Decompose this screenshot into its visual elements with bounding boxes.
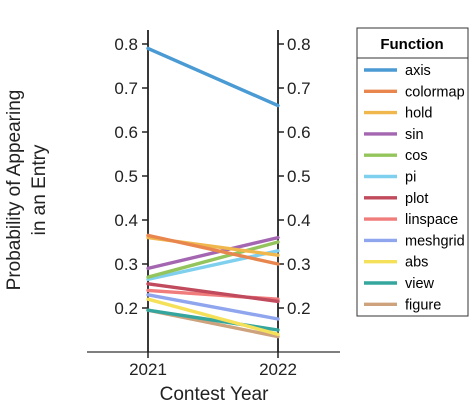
series-lines: [146, 46, 280, 339]
legend-label: pi: [405, 170, 416, 186]
left-ytick-label: 0.6: [114, 123, 138, 142]
legend-label: sin: [405, 127, 424, 143]
legend-item-sin: sin: [364, 127, 424, 143]
legend-item-figure: figure: [364, 297, 441, 313]
legend-label: cos: [405, 148, 428, 164]
legend-label: colormap: [405, 84, 465, 100]
legend-title: Function: [380, 36, 443, 53]
legend-label: axis: [405, 63, 431, 79]
x-axis-label: Contest Year: [160, 384, 269, 405]
legend-item-plot: plot: [364, 191, 428, 207]
series-line-axis: [146, 46, 280, 108]
legend-item-colormap: colormap: [364, 84, 465, 100]
legend-item-cos: cos: [364, 148, 428, 164]
legend-item-view: view: [364, 276, 435, 292]
axes: 0.2 0.2 0.3 0.3 0.4 0.4 0.5 0.5 0.6 0.6 0.7 0.7 0.8 0…: [87, 30, 340, 379]
legend-label: linspace: [405, 212, 458, 228]
series-line-view: [146, 308, 280, 332]
series-line-cos: [146, 240, 280, 279]
left-ytick-label: 0.5: [114, 167, 138, 186]
left-ytick-label: 0.8: [114, 35, 138, 54]
legend: Function axis colormap hold sin cos pi plot lin…: [356, 27, 469, 317]
legend-label: figure: [405, 297, 441, 313]
right-ytick-label: 0.3: [287, 255, 311, 274]
right-ytick-label: 0.4: [287, 211, 311, 230]
legend-items: axis colormap hold sin cos pi plot linspace mesh…: [364, 63, 465, 313]
xtick-label: 2022: [259, 360, 297, 379]
legend-item-axis: axis: [364, 63, 431, 79]
series-line-pi: [146, 249, 280, 282]
legend-item-pi: pi: [364, 170, 416, 186]
series-line-plot: [146, 282, 280, 304]
y-axis-label-line-2: in an Entry: [29, 144, 50, 235]
series-line-sin: [146, 235, 280, 271]
left-ytick-label: 0.3: [114, 255, 138, 274]
left-ytick-label: 0.7: [114, 79, 138, 98]
right-ytick-label: 0.5: [287, 167, 311, 186]
legend-item-linspace: linspace: [364, 212, 458, 228]
legend-label: plot: [405, 191, 428, 207]
legend-item-meshgrid: meshgrid: [364, 233, 465, 249]
right-ytick-label: 0.6: [287, 123, 311, 142]
series-line-meshgrid: [146, 293, 280, 321]
legend-label: meshgrid: [405, 233, 465, 249]
xtick-label: 2021: [129, 360, 167, 379]
legend-item-abs: abs: [364, 255, 428, 271]
left-ytick-label: 0.2: [114, 299, 138, 318]
y-axis-label-line-1: Probability of Appearing: [4, 90, 25, 291]
legend-item-hold: hold: [364, 106, 432, 122]
left-ytick-label: 0.4: [114, 211, 138, 230]
right-ytick-label: 0.8: [287, 35, 311, 54]
legend-label: hold: [405, 106, 432, 122]
right-ytick-label: 0.2: [287, 299, 311, 318]
series-line-abs: [146, 297, 280, 337]
legend-label: view: [405, 276, 435, 292]
y-axis-label: Probability of Appearing in an Entry: [4, 90, 50, 291]
series-line-colormap: [146, 233, 280, 266]
right-ytick-label: 0.7: [287, 79, 311, 98]
legend-box: [356, 27, 469, 317]
legend-label: abs: [405, 255, 428, 271]
